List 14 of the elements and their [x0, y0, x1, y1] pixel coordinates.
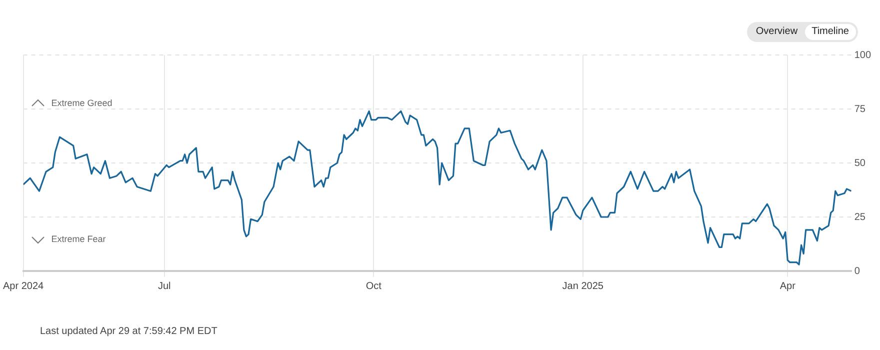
y-tick-label: 25 — [854, 212, 866, 223]
y-tick-label: 50 — [854, 158, 866, 169]
y-tick-label: 0 — [854, 266, 860, 277]
text: Last updated Apr 29 at 7:59:42 PM EDT — [40, 326, 218, 337]
x-tick-label: Jan 2025 — [562, 280, 604, 292]
x-tick-label: Oct — [366, 280, 382, 292]
annotation: Extreme Fear — [51, 234, 106, 245]
x-tick-label: Jul — [158, 280, 171, 292]
x-tick-label: Apr 2024 — [2, 280, 44, 292]
y-tick-label: 100 — [854, 50, 872, 61]
x-tick-label: Apr — [780, 280, 796, 292]
annotation: Extreme Greed — [51, 98, 112, 109]
y-tick-label: 75 — [854, 104, 866, 115]
view-toggle: Overview Timeline — [746, 22, 858, 42]
